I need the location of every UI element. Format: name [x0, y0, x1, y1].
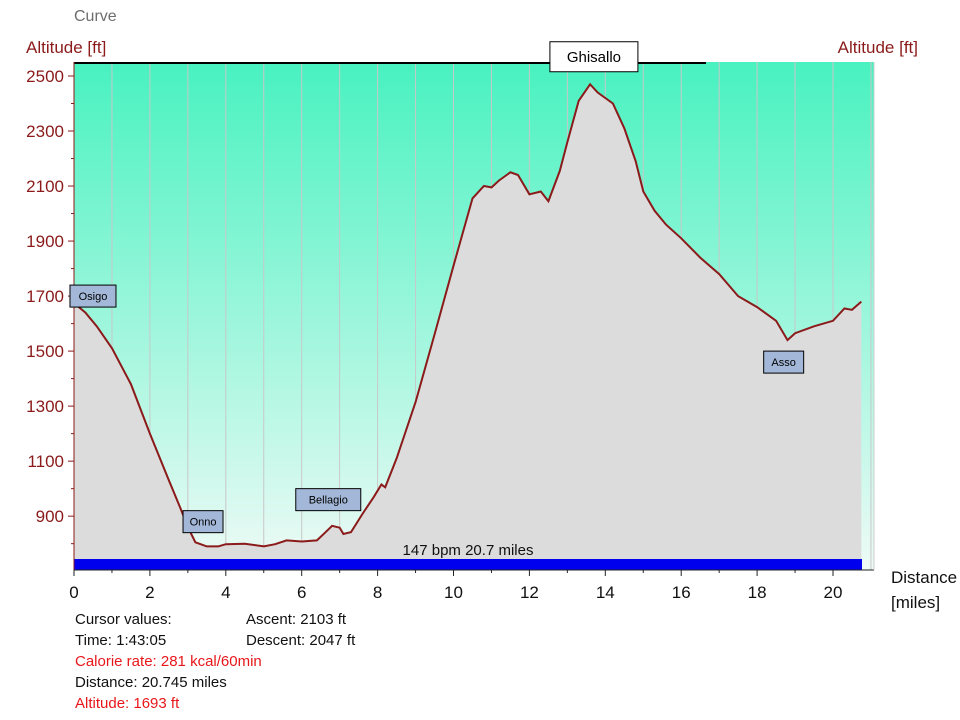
annotation-asso: Asso — [763, 350, 805, 374]
chart-title: Curve — [74, 8, 117, 25]
annotation-box — [549, 41, 639, 73]
axes: 900 1100 1300 1500 1700 1900 2100 2300 2500 0 2 4 6 8… — [26, 62, 875, 602]
x-tick-label: 2 — [145, 583, 154, 602]
x-tick-label: 20 — [824, 583, 843, 602]
annotation-box — [69, 284, 117, 308]
time-stat: Time: 1:43:05 — [75, 632, 167, 649]
annotation-label: Osigo — [79, 291, 108, 303]
annotations: Osigo Onno Bellagio Ghisallo Asso — [69, 41, 805, 534]
x-tick-label: 12 — [520, 583, 539, 602]
x-tick-label: 6 — [297, 583, 306, 602]
annotation-onno: Onno — [182, 510, 224, 534]
x-tick-label: 18 — [748, 583, 767, 602]
y-tick-label: 1500 — [26, 342, 64, 361]
y-axis-label-left: Altitude [ft] — [26, 38, 106, 57]
heart-rate-bar — [74, 559, 862, 570]
annotation-box — [295, 488, 362, 512]
x-tick-label: 8 — [373, 583, 382, 602]
calorie-rate-stat: Calorie rate: 281 kcal/60min — [75, 653, 262, 670]
terrain-area — [74, 84, 862, 571]
annotation-label: Onno — [190, 517, 217, 529]
annotation-label: Asso — [771, 357, 795, 369]
annotation-ghisallo: Ghisallo — [549, 41, 639, 73]
altitude-profile-line — [73, 82, 862, 548]
x-tick-label: 10 — [444, 583, 463, 602]
cursor-values-label: Cursor values: — [75, 611, 172, 628]
y-tick-label: 2300 — [26, 122, 64, 141]
annotation-box — [763, 350, 805, 374]
heart-rate-bar-label: 147 bpm 20.7 miles — [403, 542, 534, 559]
y-tick-label: 2100 — [26, 177, 64, 196]
annotation-label: Bellagio — [309, 495, 348, 507]
annotation-label: Ghisallo — [567, 49, 621, 66]
y-tick-label: 2500 — [26, 67, 64, 86]
annotation-box — [182, 510, 224, 534]
x-axis-label-distance: Distance — [891, 568, 957, 587]
x-tick-label: 0 — [69, 583, 78, 602]
annotation-bellagio: Bellagio — [295, 488, 362, 512]
y-tick-label: 1700 — [26, 287, 64, 306]
altitude-stat: Altitude: 1693 ft — [75, 695, 180, 712]
y-tick-label: 1300 — [26, 397, 64, 416]
distance-stat: Distance: 20.745 miles — [75, 674, 227, 691]
y-axis-label-right: Altitude [ft] — [838, 38, 918, 57]
x-tick-label: 4 — [221, 583, 230, 602]
x-axis-label-unit: [miles] — [891, 593, 940, 612]
x-tick-label: 16 — [672, 583, 691, 602]
x-tick-label: 14 — [596, 583, 615, 602]
y-tick-label: 1100 — [27, 452, 64, 471]
ascent-stat: Ascent: 2103 ft — [246, 611, 347, 628]
y-tick-label: 1900 — [26, 232, 64, 251]
descent-stat: Descent: 2047 ft — [246, 632, 356, 649]
y-tick-label: 900 — [36, 507, 64, 526]
annotation-osigo: Osigo — [69, 284, 117, 308]
